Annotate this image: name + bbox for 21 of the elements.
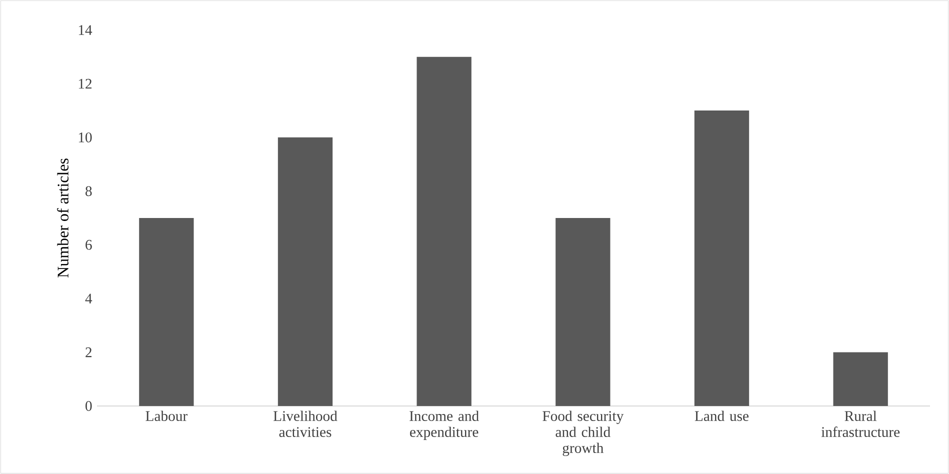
bar: [416, 56, 472, 406]
x-tick-label: Food security and child growth: [542, 410, 624, 456]
y-tick-label: 12: [78, 78, 92, 89]
bar: [139, 218, 194, 406]
bar: [694, 110, 750, 406]
y-tick-label: 4: [85, 294, 92, 304]
bar: [556, 218, 610, 406]
x-tick-label: Livelihood activities: [273, 410, 338, 438]
x-tick-label: Income and expenditure: [410, 410, 479, 440]
y-axis-title: Number of articles: [57, 158, 68, 278]
y-tick-label: 6: [86, 240, 92, 250]
x-tick-label: Labour: [146, 410, 188, 422]
y-tick-label: 14: [78, 25, 92, 35]
y-tick-label: 8: [86, 186, 92, 196]
y-tick-label: 10: [78, 132, 92, 142]
x-tick-label: Rural infrastructure: [821, 410, 900, 438]
y-tick-label: 2: [86, 347, 92, 358]
x-tick-label: Land use: [694, 410, 749, 422]
bar: [278, 137, 333, 406]
y-tick-label: 0: [86, 401, 92, 411]
bar: [833, 352, 888, 406]
